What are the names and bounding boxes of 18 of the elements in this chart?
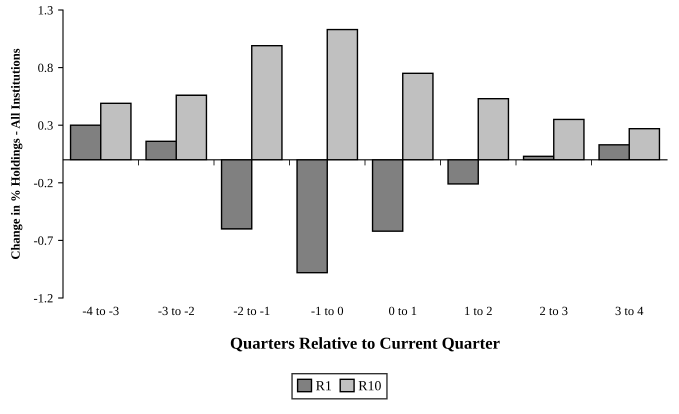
y-tick-label: -0.2 [34,178,53,188]
x-tick-label: 3 to 4 [616,306,644,316]
y-tick-label: 1.3 [38,6,53,15]
x-tick-label: -1 to 0 [311,306,344,316]
y-tick-label: -0.7 [34,236,53,245]
y-axis-title: Change in % Holdings - All Institutions [10,48,22,259]
x-tick-label: -3 to -2 [158,306,194,316]
x-tick-label: 2 to 3 [540,306,568,316]
x-tick-label: -4 to -3 [82,306,119,316]
x-tick-label: 0 to 1 [388,306,416,316]
x-tick-label: -2 to -1 [234,306,270,316]
y-tick-label: 0.8 [38,64,53,72]
x-axis-title: Quarters Relative to Current Quarter [230,337,500,352]
y-tick-label: -1.2 [34,294,53,303]
y-tick-label: 0.3 [38,121,53,130]
x-tick-label: 1 to 2 [465,306,492,316]
legend-label: R1 [316,381,332,390]
legend-label: R10 [358,381,381,390]
